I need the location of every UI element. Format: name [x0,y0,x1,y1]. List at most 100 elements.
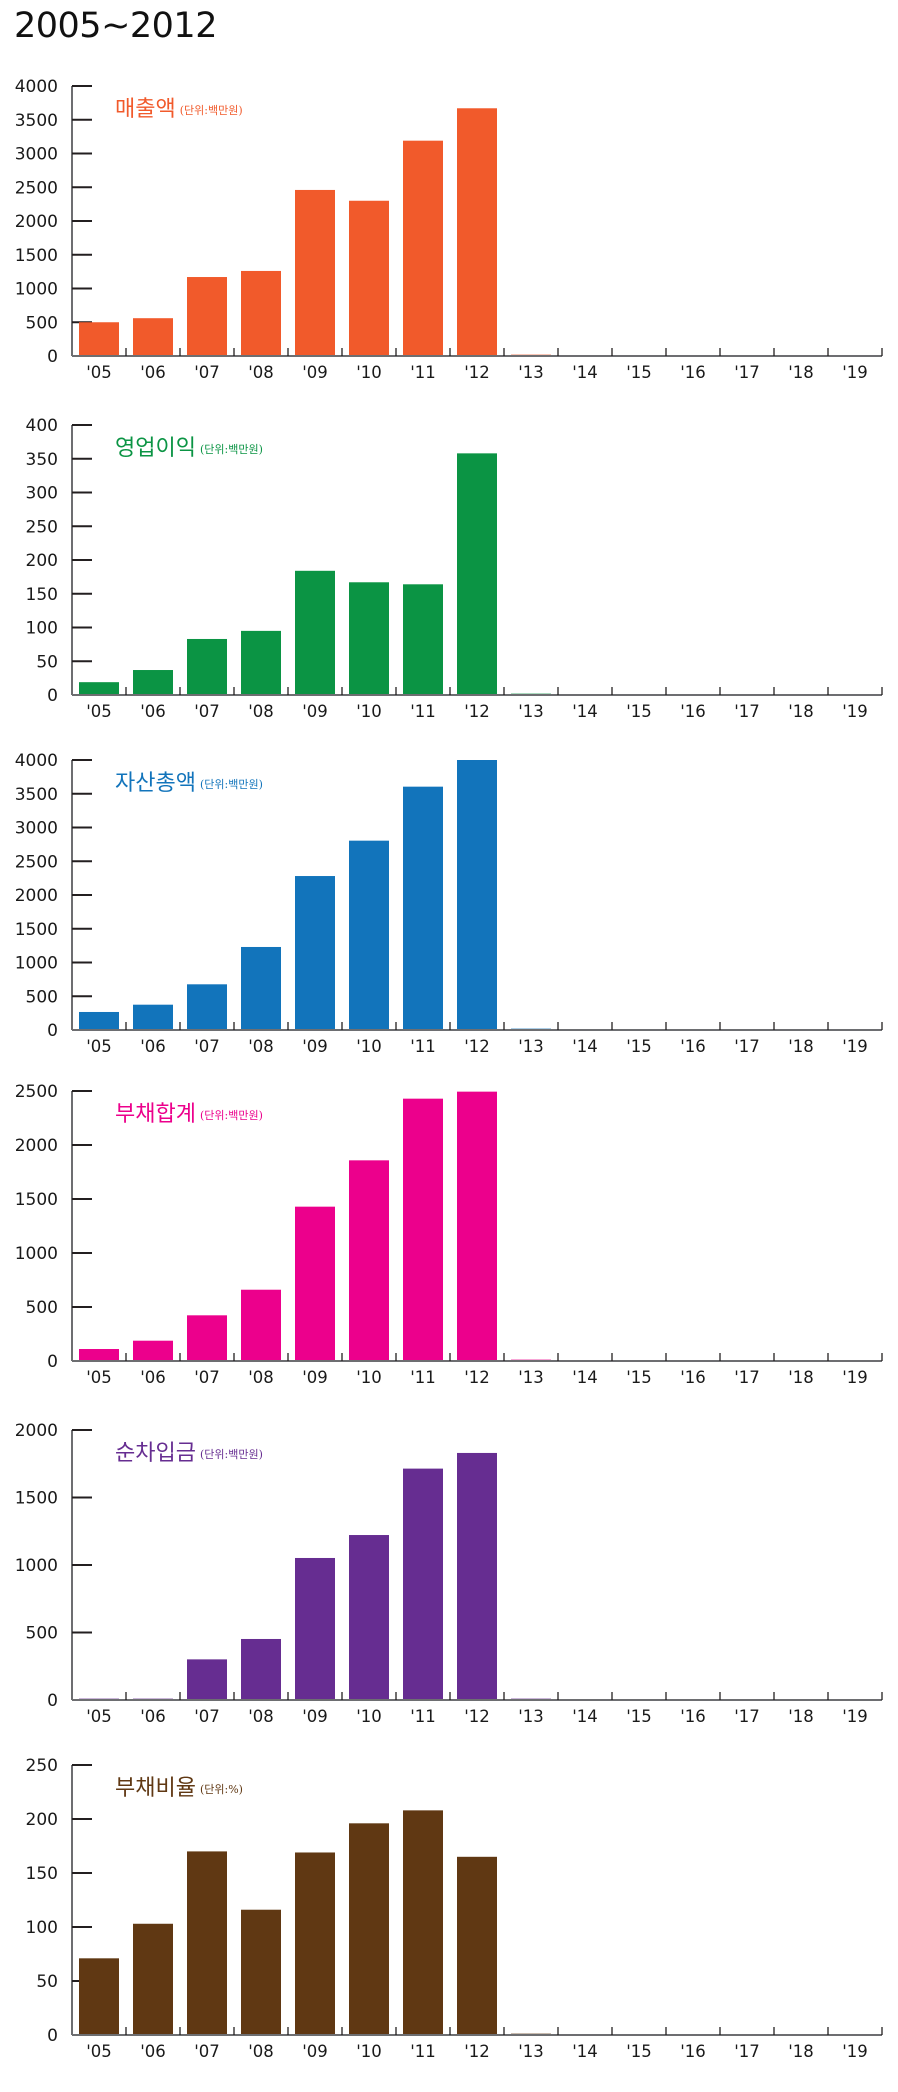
bar [133,670,173,695]
x-tick-label: '07 [194,1037,220,1056]
bar [457,1856,497,2035]
x-tick-label: '12 [464,1707,490,1726]
y-tick-label: 250 [26,517,58,537]
x-tick-label: '13 [518,1707,544,1726]
y-tick-label: 4000 [15,77,58,97]
x-tick-label: '16 [680,1707,706,1726]
chart-title: 부채비율 [115,1776,196,1801]
x-tick-label: '09 [302,1037,328,1056]
bar [349,1160,389,1361]
bar [349,1823,389,2035]
x-tick-label: '05 [86,1037,112,1056]
x-tick-label: '10 [356,2042,382,2061]
bar [79,1958,119,2035]
x-tick-label: '11 [410,2042,436,2061]
bar [457,1091,497,1361]
x-tick-label: '11 [410,1707,436,1726]
y-tick-label: 1000 [15,1556,58,1576]
x-tick-label: '10 [356,1037,382,1056]
chart-unit-label: (단위:백만원) [200,1448,263,1461]
y-tick-label: 150 [26,1864,58,1884]
y-tick-label: 2500 [15,178,58,198]
y-tick-label: 3000 [15,819,58,839]
bar [349,200,389,356]
x-tick-label: '17 [734,702,760,721]
x-tick-label: '05 [86,2042,112,2061]
x-tick-label: '08 [248,363,274,382]
y-tick-label: 2000 [15,886,58,906]
bar [295,1852,335,2035]
x-tick-label: '11 [410,363,436,382]
bar [241,1638,281,1700]
x-tick-label: '11 [410,1037,436,1056]
x-tick-label: '13 [518,2042,544,2061]
y-tick-label: 1500 [15,246,58,266]
y-tick-label: 2000 [15,212,58,232]
x-tick-label: '16 [680,1037,706,1056]
y-tick-label: 3500 [15,785,58,805]
x-tick-label: '06 [140,1368,166,1387]
bar [295,1557,335,1700]
x-tick-label: '15 [626,702,652,721]
x-tick-label: '06 [140,2042,166,2061]
x-tick-label: '15 [626,1707,652,1726]
x-tick-label: '07 [194,1707,220,1726]
y-tick-label: 1000 [15,1244,58,1264]
bar [457,760,497,1030]
bar [187,984,227,1030]
x-tick-label: '18 [788,1707,814,1726]
y-tick-label: 1500 [15,1489,58,1509]
x-tick-label: '07 [194,1368,220,1387]
chart-unit-label: (단위:백만원) [200,1109,263,1122]
x-tick-label: '06 [140,1707,166,1726]
chart-5: 0 500 1000 1500 2000 '05 '06 '07 '08 '09 '10 '11 '12… [15,1421,883,1726]
x-tick-label: '05 [86,363,112,382]
y-tick-label: 2500 [15,1082,58,1102]
chart-6: 0 50 100 150 200 250 '05 '06 '07 '08 '09 '10 '11 '12 '… [26,1756,883,2061]
chart-title: 영업이익 [115,436,196,461]
y-tick-label: 100 [26,1918,58,1938]
bar [403,584,443,695]
x-tick-label: '16 [680,1368,706,1387]
y-tick-label: 0 [47,347,58,367]
y-tick-label: 1500 [15,1190,58,1210]
x-tick-label: '15 [626,363,652,382]
x-tick-label: '08 [248,1037,274,1056]
y-tick-label: 1000 [15,954,58,974]
x-tick-label: '08 [248,2042,274,2061]
x-tick-label: '13 [518,1037,544,1056]
x-tick-label: '18 [788,363,814,382]
x-tick-label: '19 [842,2042,868,2061]
bar [403,786,443,1030]
bar [241,1289,281,1361]
y-tick-label: 3000 [15,145,58,165]
x-tick-label: '10 [356,1368,382,1387]
x-tick-label: '17 [734,1368,760,1387]
bar [457,453,497,695]
y-tick-label: 500 [26,987,58,1007]
bar [133,1004,173,1030]
bar [295,570,335,695]
bar [79,1011,119,1030]
x-tick-label: '12 [464,1037,490,1056]
bar [187,277,227,356]
x-tick-label: '11 [410,1368,436,1387]
bar [403,140,443,356]
chart-unit-label: (단위:백만원) [200,778,263,791]
x-tick-label: '09 [302,2042,328,2061]
chart-1: 0 500 1000 1500 2000 2500 3000 3500 4000 '05 '06 '0… [15,77,883,382]
bar [133,1923,173,2035]
x-tick-label: '08 [248,1707,274,1726]
y-tick-label: 500 [26,1624,58,1644]
bar [295,876,335,1030]
chart-title: 부채합계 [115,1102,196,1127]
x-tick-label: '13 [518,1368,544,1387]
x-tick-label: '14 [572,1707,598,1726]
x-tick-label: '13 [518,702,544,721]
y-tick-label: 500 [26,313,58,333]
y-tick-label: 250 [26,1756,58,1776]
y-tick-label: 500 [26,1298,58,1318]
bar [187,1851,227,2035]
bar [349,1535,389,1700]
x-tick-label: '07 [194,363,220,382]
